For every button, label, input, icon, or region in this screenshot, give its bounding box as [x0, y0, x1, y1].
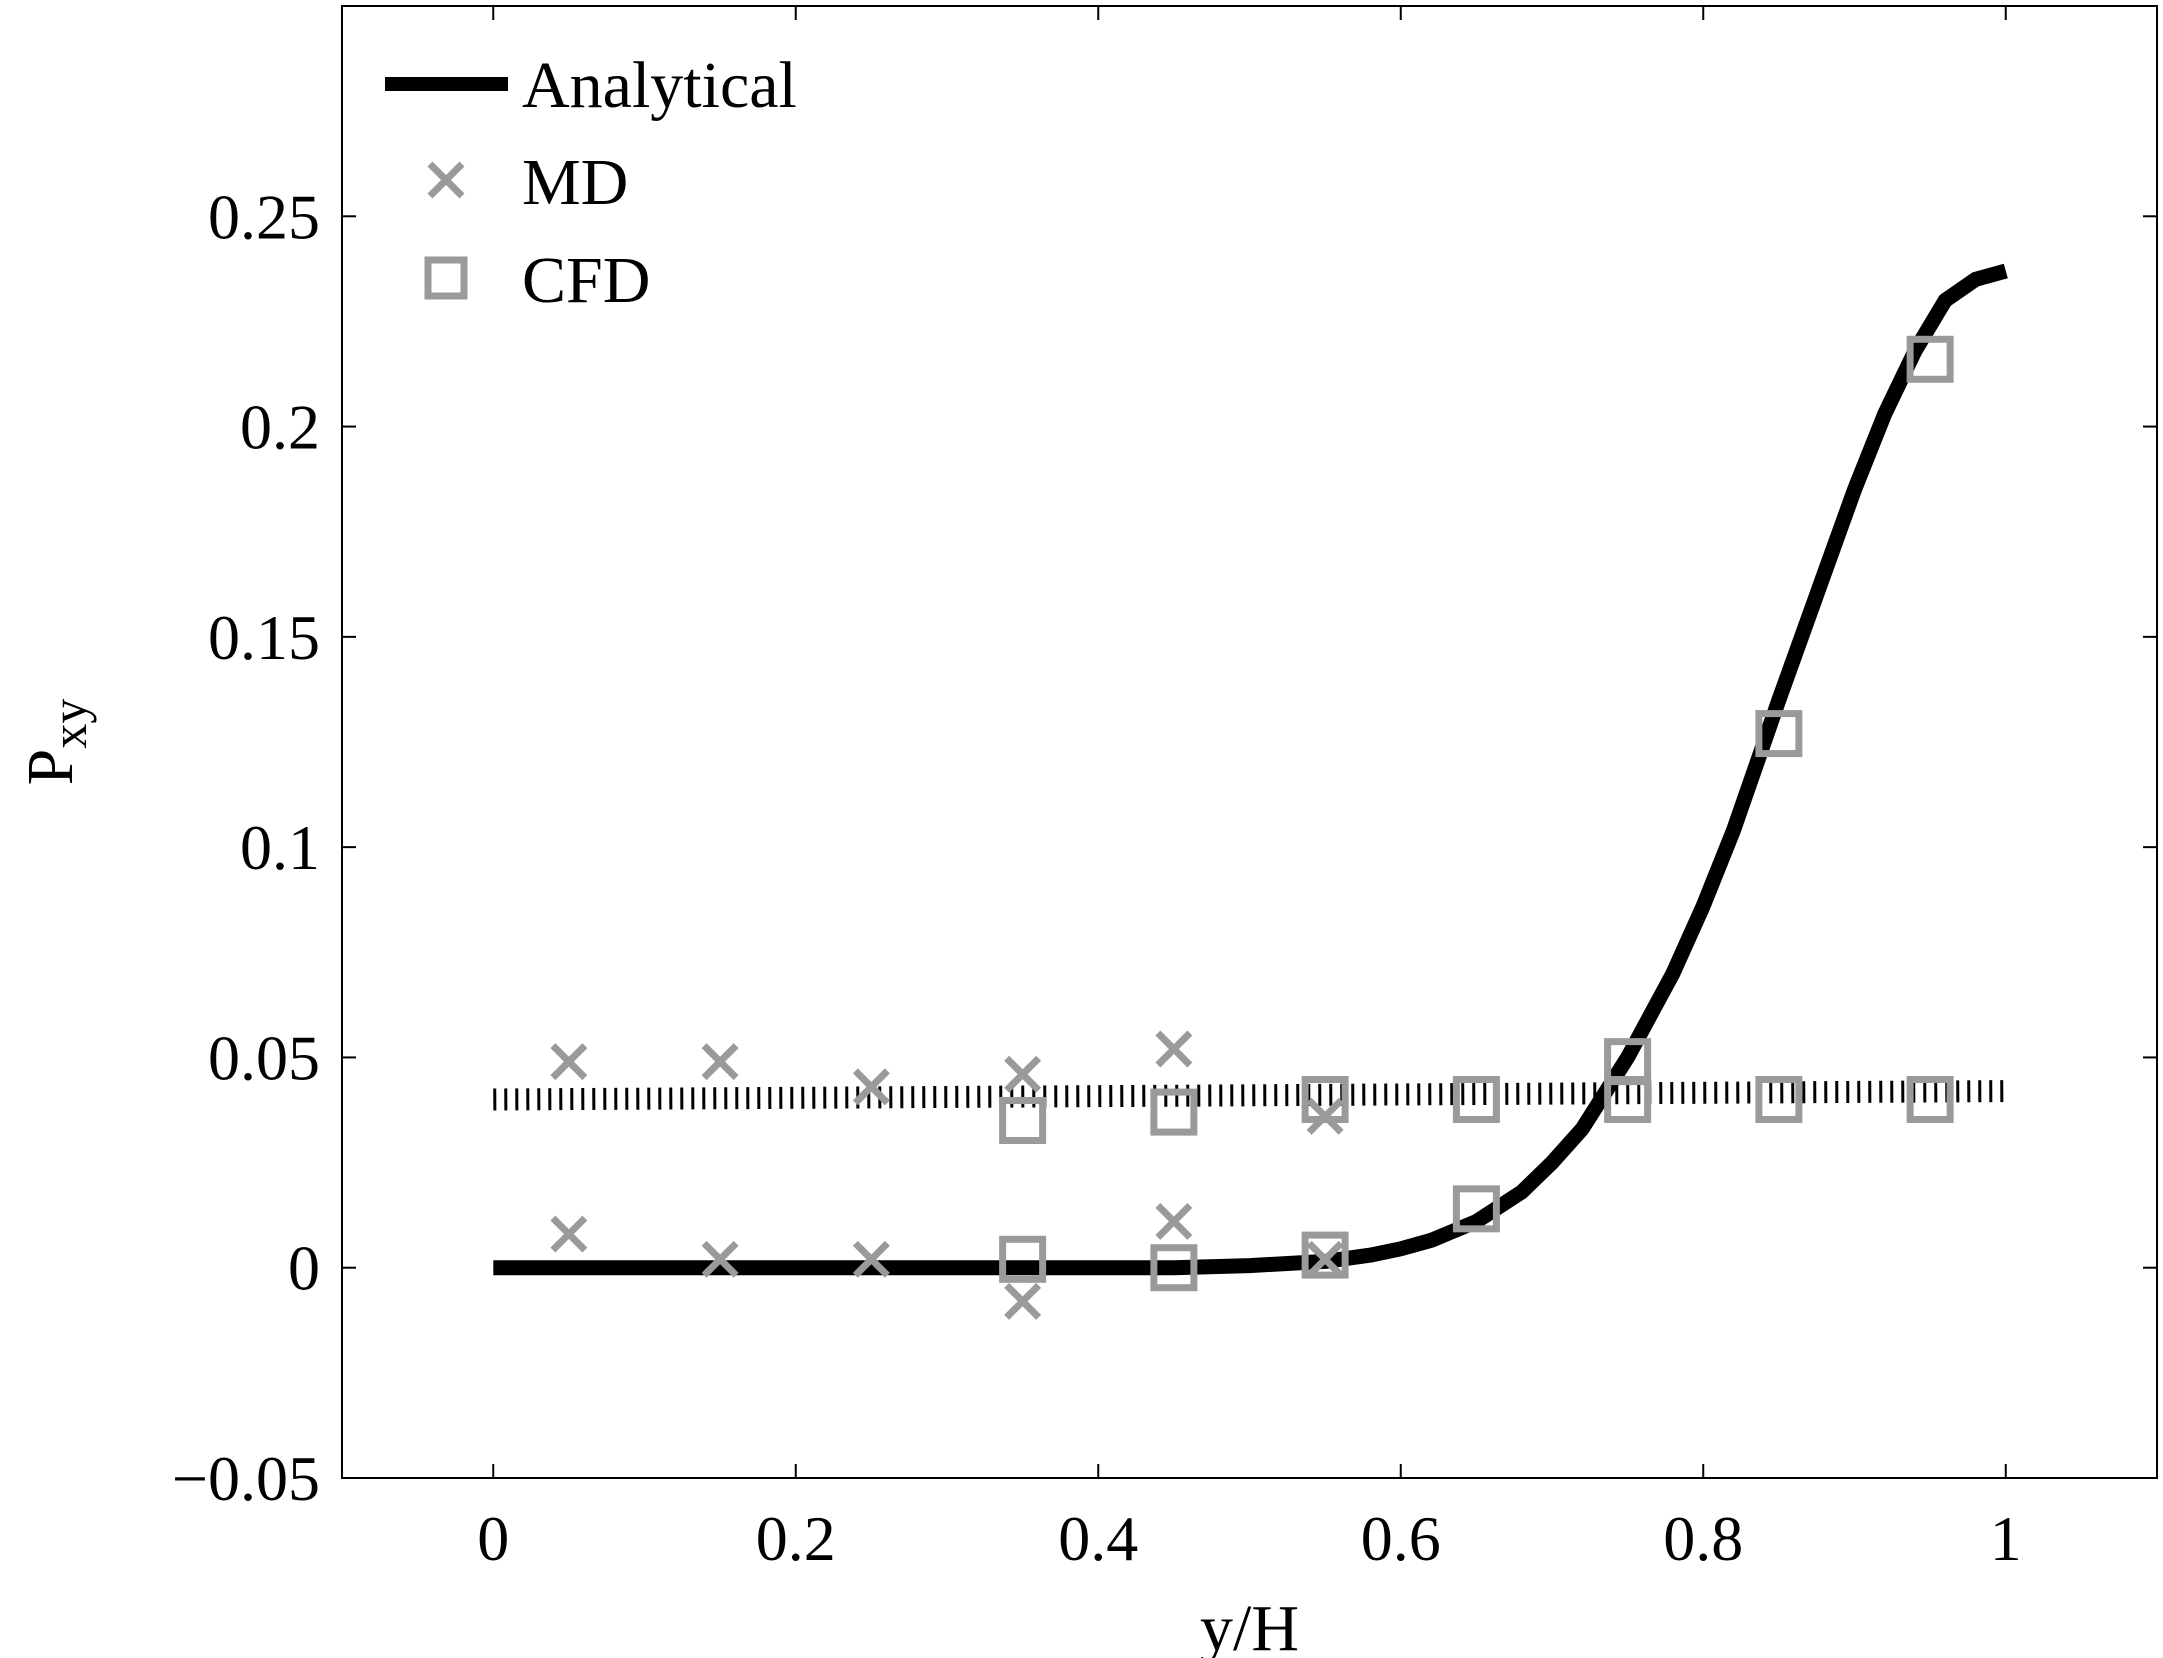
md-marker-stroke [852, 1240, 890, 1278]
md-marker [852, 1068, 890, 1106]
cfd-marker [1604, 1038, 1652, 1086]
y-axis-label: Pxy [14, 699, 97, 786]
cfd-marker [999, 1235, 1047, 1283]
legend-analytical-label: Analytical [522, 49, 797, 122]
cfd-marker [999, 1097, 1047, 1145]
y-tick-label: 0.2 [240, 392, 320, 463]
legend: Analytical MD CFD [385, 49, 797, 317]
cfd-marker [1452, 1185, 1500, 1233]
md-marker [1004, 1055, 1042, 1093]
series-layer [493, 263, 2008, 1320]
y-axis-label-sub: xy [41, 699, 97, 749]
md-marker-stroke [1004, 1055, 1042, 1093]
x-tick-label: 0 [477, 1503, 509, 1574]
x-tick-label: 1 [1990, 1503, 2022, 1574]
md-marker-stroke [701, 1043, 739, 1081]
cfd-marker [1150, 1244, 1198, 1292]
md-marker-stroke [1155, 1030, 1193, 1068]
md-marker [1004, 1282, 1042, 1320]
y-tick-label: −0.05 [172, 1443, 320, 1514]
md-marker-stroke [1004, 1282, 1042, 1320]
md-marker [1155, 1202, 1193, 1240]
cfd-marker [1150, 1088, 1198, 1136]
md-marker [1306, 1240, 1344, 1278]
legend-cfd-label: CFD [522, 244, 650, 317]
md-marker [852, 1240, 890, 1278]
md-marker-stroke [1306, 1240, 1344, 1278]
plot-frame [341, 5, 2158, 1479]
md-marker-stroke [852, 1068, 890, 1106]
cfd-marker [1452, 1075, 1500, 1123]
x-tick-label: 0.2 [756, 1503, 836, 1574]
md-marker [701, 1043, 739, 1081]
x-tick-label: 0.4 [1058, 1503, 1138, 1574]
md-marker [701, 1240, 739, 1278]
y-tick-label: 0.15 [208, 602, 320, 673]
y-tick-label: 0.05 [208, 1022, 320, 1093]
x-axis-label: y/H [1200, 1592, 1299, 1658]
cfd-marker [1906, 335, 1954, 383]
md-marker [550, 1043, 588, 1081]
analytical-line [493, 263, 2008, 1276]
legend-cfd-swatch [424, 256, 468, 300]
x-tick-label: 0.6 [1361, 1503, 1441, 1574]
y-tick-label: 0.1 [240, 812, 320, 883]
md-marker-stroke [701, 1240, 739, 1278]
y-tick-label: 0 [288, 1233, 320, 1304]
md-marker-stroke [550, 1043, 588, 1081]
md-marker-stroke [1155, 1202, 1193, 1240]
ticks-layer: 0 0.2 0.4 0.6 0.8 1 −0.05 0 0.05 0.1 0.15 0.2 0.25 [172, 6, 2157, 1574]
reference-line [493, 1080, 2006, 1111]
md-marker [550, 1215, 588, 1253]
cfd-marker [1755, 710, 1803, 758]
x-tick-label: 0.8 [1663, 1503, 1743, 1574]
y-tick-label: 0.25 [208, 181, 320, 252]
cfd-marker [1301, 1075, 1349, 1123]
md-marker-stroke [550, 1215, 588, 1253]
cfd-marker [1301, 1231, 1349, 1279]
cfd-marker [1755, 1075, 1803, 1123]
legend-md-swatch [427, 161, 465, 199]
md-marker [1155, 1030, 1193, 1068]
y-axis-label-main: P [14, 749, 87, 786]
legend-md-label: MD [522, 146, 628, 219]
cfd-marker [1906, 1075, 1954, 1123]
